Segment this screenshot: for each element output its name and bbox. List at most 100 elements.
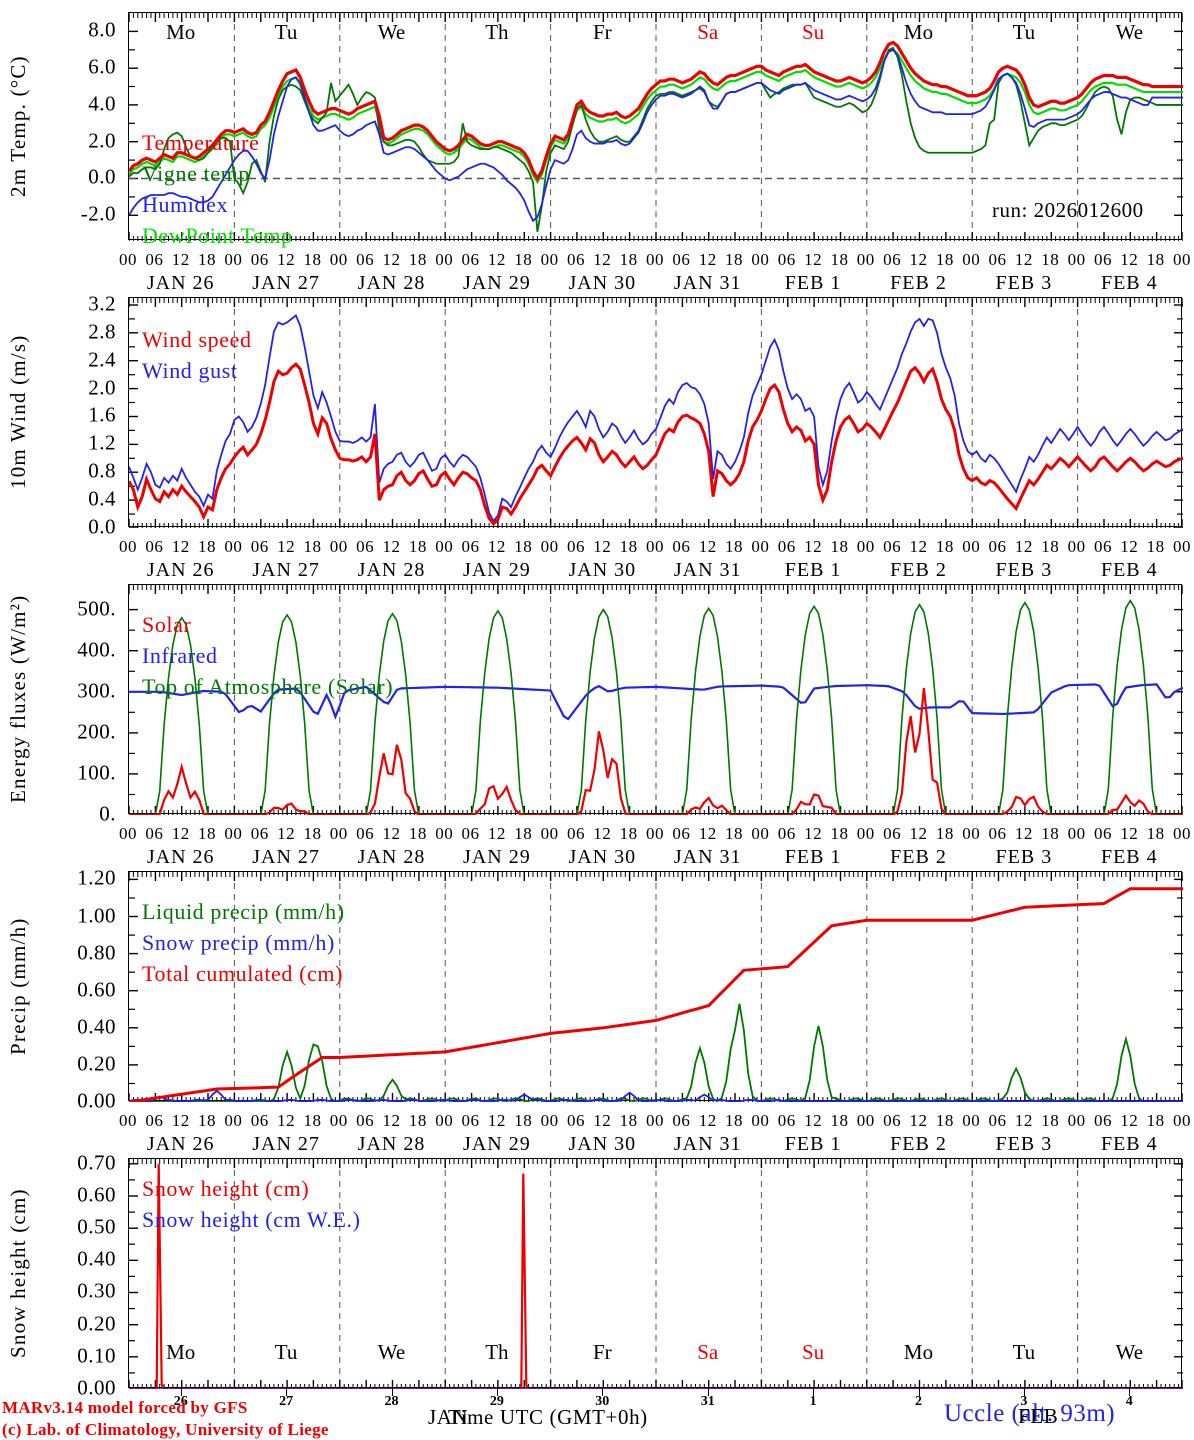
hour-label-precip-5-2: 12: [698, 1111, 717, 1130]
hour-label-wind-3-1: 06: [461, 537, 480, 556]
hour-label-temperature-4-0: 00: [540, 250, 559, 269]
y-tick-wind-3: 2.0: [88, 375, 116, 400]
date-label-precip-2: JAN 28: [357, 1133, 426, 1155]
bottom-day-number-8: 3: [1020, 1394, 1028, 1409]
hour-label-precip-6-3: 18: [830, 1111, 849, 1130]
hour-label-wind-final: 00: [1173, 537, 1191, 556]
hour-label-energy_fluxes-7-0: 00: [856, 824, 875, 843]
bottom-day-tick-4: [602, 1388, 604, 1396]
hour-label-temperature-0-1: 06: [145, 250, 164, 269]
hour-label-energy_fluxes-9-1: 06: [1093, 824, 1112, 843]
hour-label-wind-6-2: 12: [804, 537, 823, 556]
bottom-day-number-6: 1: [809, 1394, 817, 1409]
hour-label-energy_fluxes-0-0: 00: [119, 824, 137, 843]
hour-label-wind-4-0: 00: [540, 537, 559, 556]
hour-label-precip-5-0: 00: [646, 1111, 664, 1130]
hour-label-precip-6-2: 12: [804, 1111, 823, 1130]
hour-label-energy_fluxes-0-1: 06: [145, 824, 164, 843]
hour-label-energy_fluxes-5-1: 06: [672, 824, 691, 843]
day-name-1: Tu: [274, 20, 298, 44]
hour-label-wind-7-2: 12: [909, 537, 928, 556]
date-label-energy_fluxes-8: FEB 3: [995, 846, 1053, 868]
y-tick-temperature-5: -2.0: [80, 201, 116, 226]
snow-day-name-5: Sa: [697, 1340, 719, 1364]
hour-label-wind-8-2: 12: [1014, 537, 1033, 556]
hour-label-energy_fluxes-4-1: 06: [566, 824, 585, 843]
bottom-day-tick-9: [1129, 1388, 1131, 1396]
y-tick-temperature-3: 2.0: [88, 128, 116, 153]
hour-label-energy_fluxes-1-3: 18: [303, 824, 322, 843]
date-label-wind-1: JAN 27: [252, 559, 320, 581]
hour-label-precip-2-1: 06: [356, 1111, 375, 1130]
bottom-day-tick-3: [496, 1388, 498, 1396]
hour-label-energy_fluxes-1-2: 12: [277, 824, 296, 843]
date-label-energy_fluxes-5: JAN 31: [673, 846, 742, 868]
snow-day-name-9: We: [1115, 1340, 1144, 1364]
hour-label-energy_fluxes-6-1: 06: [777, 824, 796, 843]
hour-label-precip-1-1: 06: [250, 1111, 269, 1130]
plot-area-temperature: [128, 12, 1183, 241]
hour-label-precip-final: 00: [1173, 1111, 1191, 1130]
hour-label-precip-9-3: 18: [1146, 1111, 1165, 1130]
hour-label-temperature-0-3: 18: [198, 250, 217, 269]
hour-label-precip-8-0: 00: [962, 1111, 981, 1130]
date-label-wind-6: FEB 1: [784, 559, 842, 581]
hour-label-energy_fluxes-0-2: 12: [171, 824, 190, 843]
day-name-7: Mo: [903, 20, 934, 44]
hour-label-wind-6-1: 06: [777, 537, 796, 556]
hour-label-temperature-final: 00: [1173, 250, 1191, 269]
hour-label-energy_fluxes-3-2: 12: [487, 824, 506, 843]
date-label-temperature-9: FEB 4: [1100, 272, 1158, 294]
date-label-precip-8: FEB 3: [995, 1133, 1053, 1155]
run-label: run: 2026012600: [992, 198, 1144, 222]
hour-label-temperature-0-2: 12: [171, 250, 190, 269]
y-tick-wind-0: 3.2: [88, 291, 116, 316]
bottom-day-number-9: 4: [1125, 1394, 1133, 1409]
date-label-temperature-3: JAN 29: [463, 272, 531, 294]
hour-label-energy_fluxes-4-3: 18: [619, 824, 638, 843]
snow-day-name-8: Tu: [1012, 1340, 1036, 1364]
y-tick-wind-4: 1.6: [88, 402, 116, 427]
hour-label-wind-2-3: 18: [408, 537, 427, 556]
hour-label-precip-1-2: 12: [277, 1111, 296, 1130]
snow-day-name-4: Fr: [592, 1340, 612, 1364]
hour-label-precip-7-3: 18: [935, 1111, 954, 1130]
hour-label-wind-7-1: 06: [883, 537, 902, 556]
legend-temperature-3: DewPoint Temp: [142, 223, 293, 248]
hour-label-precip-3-1: 06: [461, 1111, 480, 1130]
hour-label-energy_fluxes-final: 00: [1173, 824, 1191, 843]
hour-label-temperature-0-0: 00: [119, 250, 137, 269]
x-axis-title: Time UTC (GMT+0h): [448, 1405, 648, 1429]
hour-label-temperature-7-1: 06: [883, 250, 902, 269]
legend-wind-1: Wind gust: [142, 358, 238, 383]
hour-label-temperature-5-1: 06: [672, 250, 691, 269]
hour-label-energy_fluxes-8-1: 06: [988, 824, 1007, 843]
bottom-day-number-1: 27: [279, 1394, 294, 1409]
hour-label-precip-8-2: 12: [1014, 1111, 1033, 1130]
snow-day-name-6: Su: [802, 1340, 825, 1364]
date-label-temperature-5: JAN 31: [673, 272, 742, 294]
hour-label-wind-7-0: 00: [856, 537, 875, 556]
hour-label-temperature-6-2: 12: [804, 250, 823, 269]
hour-label-precip-7-1: 06: [883, 1111, 902, 1130]
hour-label-temperature-4-2: 12: [593, 250, 612, 269]
hour-label-precip-5-1: 06: [672, 1111, 691, 1130]
hour-label-precip-0-1: 06: [145, 1111, 164, 1130]
day-name-8: Tu: [1012, 20, 1036, 44]
y-tick-snow_height-5: 0.20: [77, 1311, 116, 1336]
legend-snow_height-1: Snow height (cm W.E.): [142, 1207, 361, 1232]
hour-label-wind-6-3: 18: [830, 537, 849, 556]
date-label-precip-1: JAN 27: [252, 1133, 320, 1155]
y-tick-precip-6: 0.00: [77, 1088, 116, 1113]
hour-label-wind-4-1: 06: [566, 537, 585, 556]
hour-label-temperature-3-1: 06: [461, 250, 480, 269]
station-label: Uccle (alt. 93m): [944, 1400, 1116, 1427]
y-tick-energy_fluxes-3: 200.: [77, 719, 116, 744]
hour-label-wind-2-0: 00: [329, 537, 348, 556]
date-label-energy_fluxes-0: JAN 26: [146, 846, 215, 868]
bottom-day-number-7: 2: [915, 1394, 922, 1409]
date-label-energy_fluxes-9: FEB 4: [1100, 846, 1158, 868]
day-name-9: We: [1115, 20, 1144, 44]
footer-model-credit: MARv3.14 model forced by GFS: [2, 1398, 248, 1417]
